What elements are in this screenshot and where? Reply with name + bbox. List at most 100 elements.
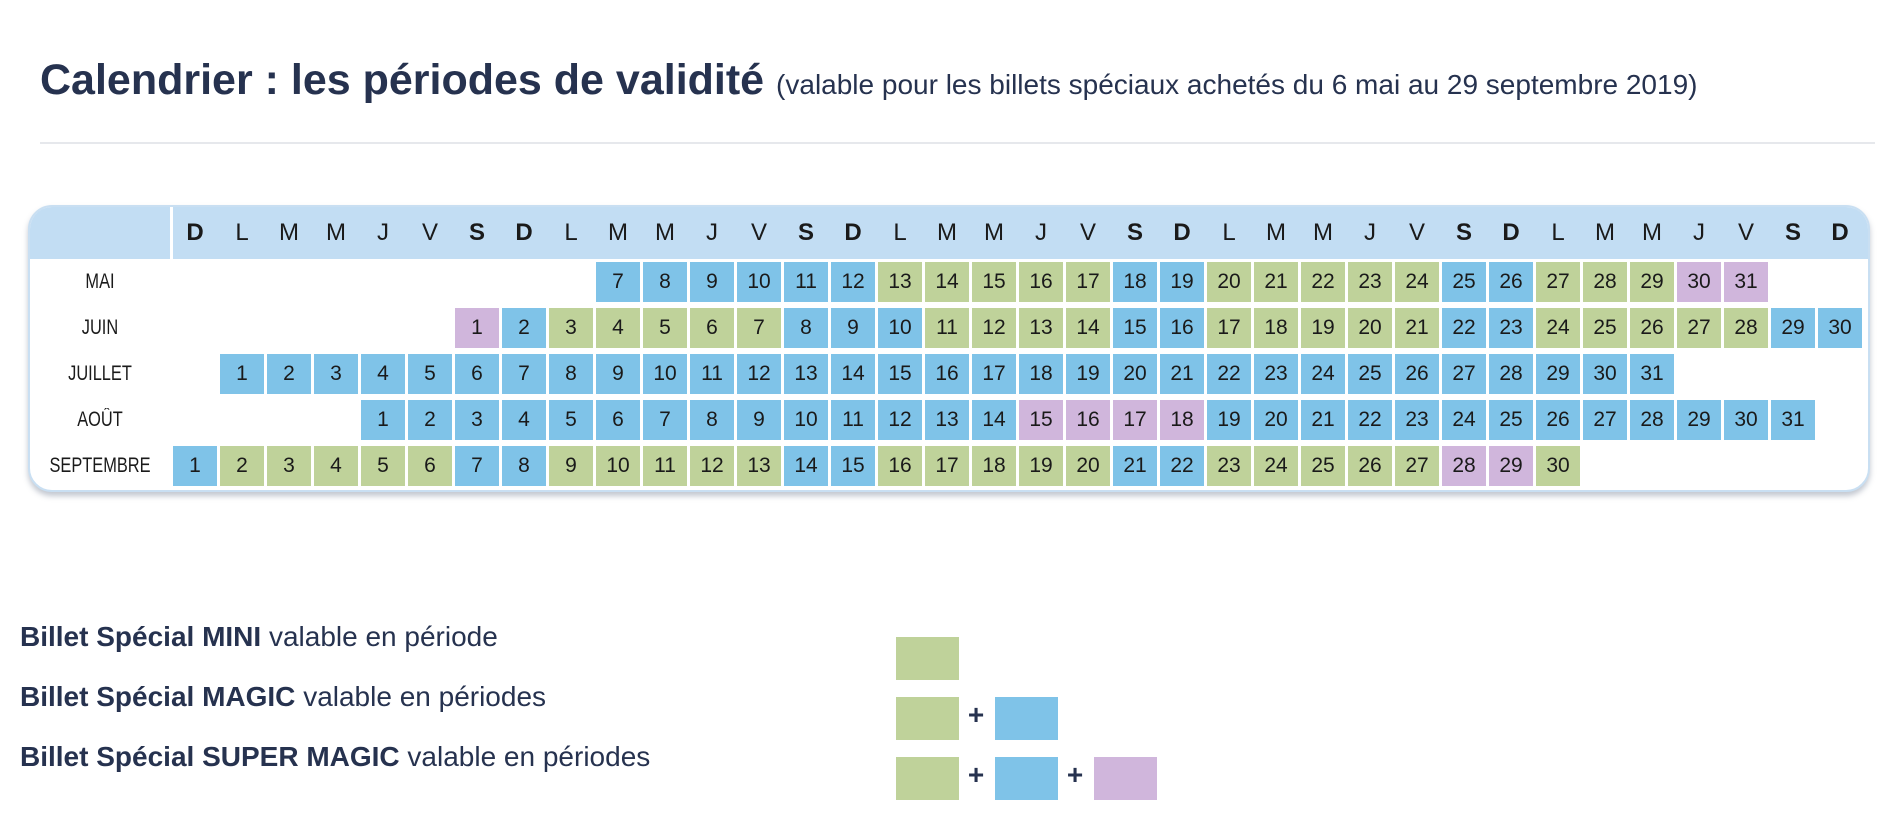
weekday-header-cell: D [186,219,204,246]
weekday-header-cell: L [893,219,907,246]
day-cell: 6 [455,354,499,394]
day-cell: 22 [1442,308,1486,348]
day-cell: 26 [1489,262,1533,302]
weekday-header-cell: S [797,219,814,246]
weekday-header-cell: M [1313,219,1333,246]
day-cell: 9 [831,308,875,348]
weekday-header-cell: D [1502,219,1520,246]
day-cell: 22 [1301,262,1345,302]
weekday-header-cell: M [1642,219,1662,246]
day-cell: 5 [643,308,687,348]
day-cell: 1 [173,446,217,486]
day-cell: 27 [1536,262,1580,302]
day-cell: 18 [1254,308,1298,348]
day-cell: 21 [1254,262,1298,302]
day-cell: 26 [1395,354,1439,394]
day-cell: 26 [1348,446,1392,486]
day-cell: 29 [1630,262,1674,302]
legend-swatch [896,637,959,680]
day-cell: 30 [1818,308,1862,348]
day-cell: 16 [1066,400,1110,440]
day-cell: 29 [1536,354,1580,394]
weekday-header-cell: M [326,219,346,246]
plus-sign: + [967,699,985,730]
day-cell: 16 [1160,308,1204,348]
weekday-header-cell: L [235,219,249,246]
weekday-header-cell: D [1173,219,1191,246]
weekday-header-cell: J [1035,219,1047,246]
weekday-header-cell: M [1266,219,1286,246]
day-cell: 25 [1301,446,1345,486]
header-separator [170,207,173,259]
weekday-header-cell: M [1595,219,1615,246]
day-cell: 7 [643,400,687,440]
weekday-header-cell: S [1455,219,1472,246]
day-cell: 8 [690,400,734,440]
day-cell: 23 [1348,262,1392,302]
weekday-header-cell: M [984,219,1004,246]
title-divider [40,142,1875,144]
day-cell: 25 [1442,262,1486,302]
day-cell: 26 [1630,308,1674,348]
day-cell: 8 [784,308,828,348]
day-cell: 14 [1066,308,1110,348]
day-cell: 13 [737,446,781,486]
legend-swatch [995,697,1058,740]
day-cell: 27 [1395,446,1439,486]
day-cell: 20 [1066,446,1110,486]
ticket-name: Billet Spécial SUPER MAGIC [20,741,400,772]
day-cell: 25 [1583,308,1627,348]
day-cell: 5 [361,446,405,486]
day-cell: 23 [1395,400,1439,440]
day-cell: 25 [1489,400,1533,440]
day-cell: 19 [1207,400,1251,440]
day-cell: 28 [1442,446,1486,486]
day-cell: 18 [1113,262,1157,302]
day-cell: 28 [1630,400,1674,440]
day-cell: 31 [1724,262,1768,302]
day-cell: 30 [1677,262,1721,302]
day-cell: 18 [1160,400,1204,440]
day-cell: 21 [1301,400,1345,440]
day-cell: 12 [831,262,875,302]
weekday-header-cell: J [706,219,718,246]
day-cell: 29 [1489,446,1533,486]
day-cell: 26 [1536,400,1580,440]
day-cell: 17 [1066,262,1110,302]
month-label: MAI [85,270,115,293]
day-cell: 24 [1442,400,1486,440]
day-cell: 30 [1536,446,1580,486]
calendar-table: D L M M J V S D L M M J V S D L M M J V S D L M M J V S D L M M J V S D MAI 7… [28,205,1870,492]
month-label: JUILLET [68,362,132,385]
legend-label: Billet Spécial SUPER MAGIC valable en pé… [20,741,650,773]
day-cell: 17 [1113,400,1157,440]
month-label: AOÛT [77,408,123,431]
day-cell: 11 [690,354,734,394]
day-cell: 15 [878,354,922,394]
ticket-name: Billet Spécial MAGIC [20,681,296,712]
validity-text: valable en périodes [407,741,651,772]
day-cell: 27 [1677,308,1721,348]
weekday-header-cell: J [1693,219,1705,246]
day-cell: 4 [502,400,546,440]
weekday-header-cell: M [608,219,628,246]
day-cell: 8 [643,262,687,302]
day-cell: 15 [972,262,1016,302]
ticket-name: Billet Spécial MINI [20,621,262,652]
day-cell: 19 [1019,446,1063,486]
day-cell: 6 [690,308,734,348]
day-cell: 17 [972,354,1016,394]
day-cell: 20 [1348,308,1392,348]
day-cell: 21 [1113,446,1157,486]
day-cell: 2 [220,446,264,486]
day-cell: 29 [1677,400,1721,440]
weekday-header-cell: V [1408,219,1425,246]
day-cell: 1 [220,354,264,394]
legend-label: Billet Spécial MINI valable en période [20,621,498,653]
day-cell: 6 [596,400,640,440]
day-cell: 12 [690,446,734,486]
day-cell: 29 [1771,308,1815,348]
day-cell: 12 [878,400,922,440]
day-cell: 18 [1019,354,1063,394]
weekday-header-cell: M [279,219,299,246]
